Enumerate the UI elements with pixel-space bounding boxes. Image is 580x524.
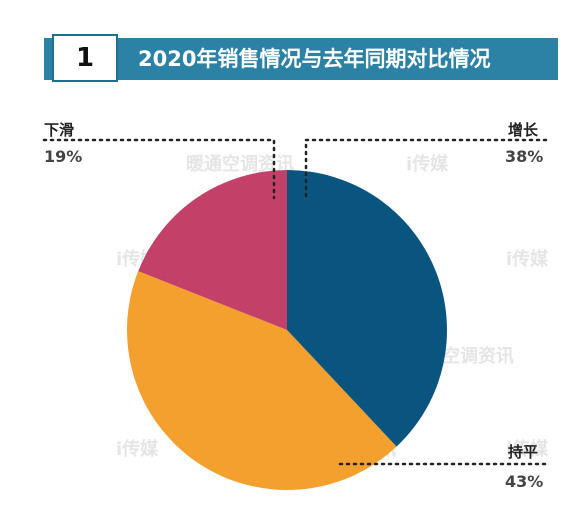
leader-lines xyxy=(42,138,548,466)
watermark: i传媒 xyxy=(406,154,449,175)
leader-line-下滑 xyxy=(42,138,276,200)
slice-label-增长: 增长 xyxy=(508,121,539,139)
slice-label-持平: 持平 xyxy=(508,443,539,461)
watermark: i传媒 xyxy=(506,439,549,460)
watermark: 暖通空调资讯 xyxy=(186,154,294,175)
leader-line-增长 xyxy=(304,138,548,200)
chart-number-badge: 1 xyxy=(52,34,118,82)
slice-value-持平: 43% xyxy=(505,472,544,491)
pie-slice-下滑 xyxy=(138,170,287,330)
slice-value-下滑: 19% xyxy=(44,147,83,166)
slice-label-下滑: 下滑 xyxy=(44,121,75,139)
banner-stripe xyxy=(44,38,558,80)
slice-value-增长: 38% xyxy=(505,147,544,166)
pie-slice-持平 xyxy=(127,271,397,490)
chart-header-banner: 1 2020年销售情况与去年同期对比情况 xyxy=(44,34,558,82)
pie-slice-增长 xyxy=(287,170,447,447)
watermark: i传媒 xyxy=(116,439,159,460)
pie-slices xyxy=(127,170,447,490)
watermark: i传媒 xyxy=(506,249,549,270)
chart-title: 2020年销售情况与去年同期对比情况 xyxy=(138,47,491,71)
